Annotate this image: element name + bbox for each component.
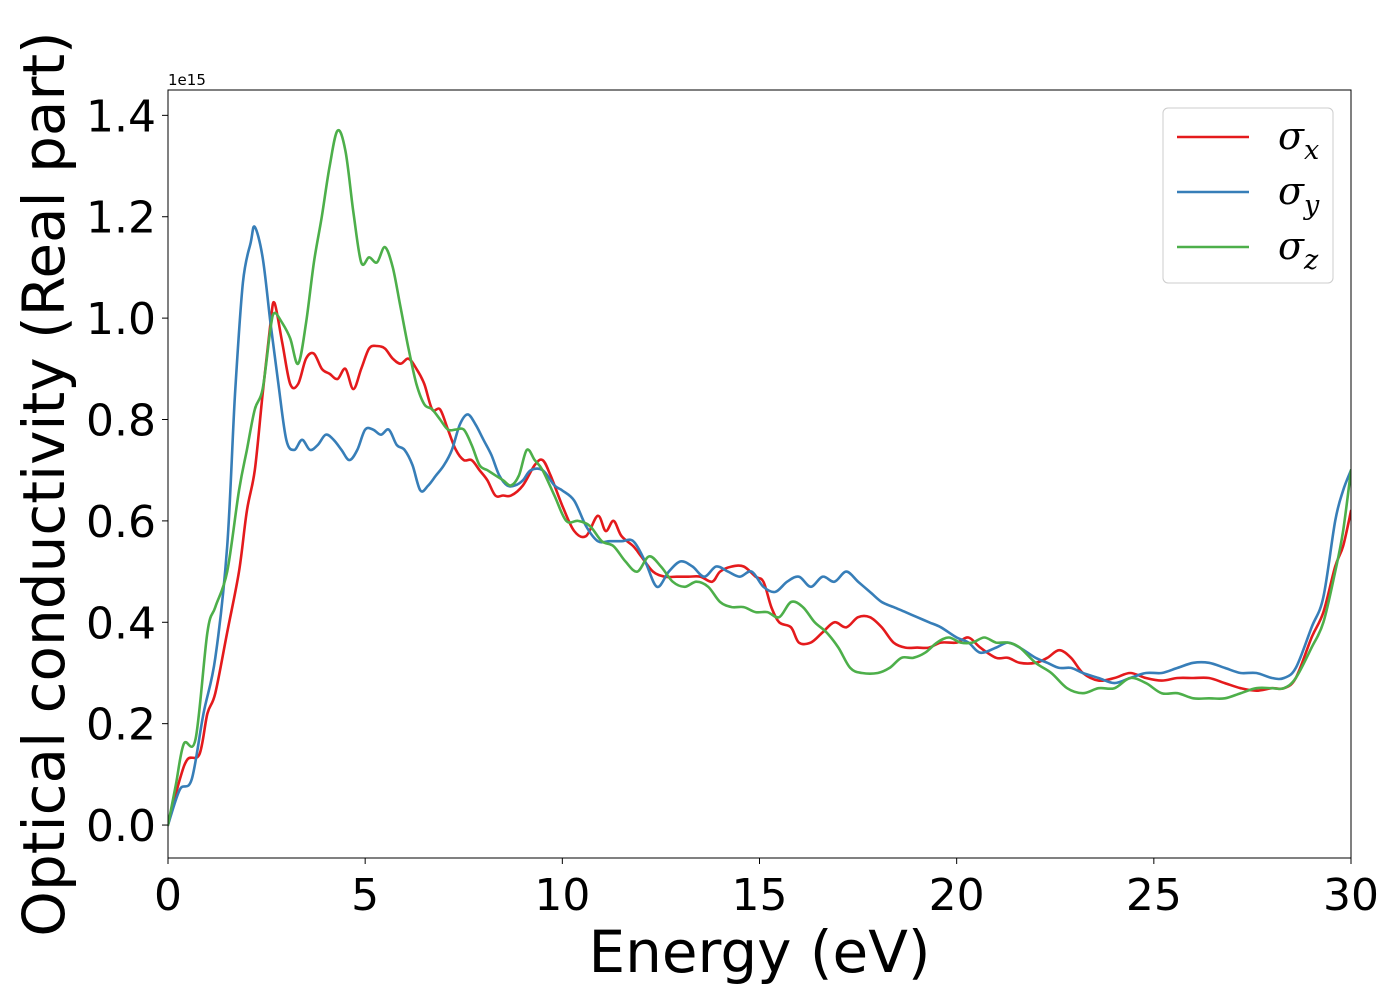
y-tick-label: 1.4 [86, 91, 156, 142]
y-tick-label: 1.0 [86, 294, 156, 345]
y-tick-label: 0.2 [86, 700, 156, 751]
series-line-1 [168, 300, 1351, 827]
legend-box [1162, 107, 1334, 284]
x-tick-label: 20 [929, 870, 985, 921]
series-line-2 [168, 225, 1351, 827]
y-axis-title: Optical conductivity (Real part) [10, 31, 78, 936]
y-tick-label: 0.6 [86, 497, 156, 548]
x-axis-title: Energy (eV) [588, 918, 930, 986]
y-axis-ticks: 0.0 0.2 0.4 0.6 0.8 1.0 1.2 1.4 [86, 91, 168, 852]
legend-label-2: σy [1278, 169, 1320, 221]
y-tick-label: 0.0 [86, 801, 156, 852]
x-tick-label: 30 [1323, 870, 1379, 921]
legend-label-3: σz [1278, 224, 1319, 276]
y-offset-label: 1e15 [168, 71, 206, 89]
series-group [168, 128, 1351, 827]
series-line-3 [168, 128, 1351, 827]
legend-label-1: σx [1278, 114, 1319, 166]
x-tick-label: 5 [351, 870, 379, 921]
y-tick-label: 1.2 [86, 193, 156, 244]
y-tick-label: 0.8 [86, 396, 156, 447]
x-tick-label: 15 [732, 870, 788, 921]
x-tick-label: 10 [534, 870, 590, 921]
y-tick-label: 0.4 [86, 598, 156, 649]
x-tick-label: 25 [1126, 870, 1182, 921]
x-axis-ticks: 0 5 10 15 20 25 30 [154, 858, 1379, 921]
x-tick-label: 0 [154, 870, 182, 921]
